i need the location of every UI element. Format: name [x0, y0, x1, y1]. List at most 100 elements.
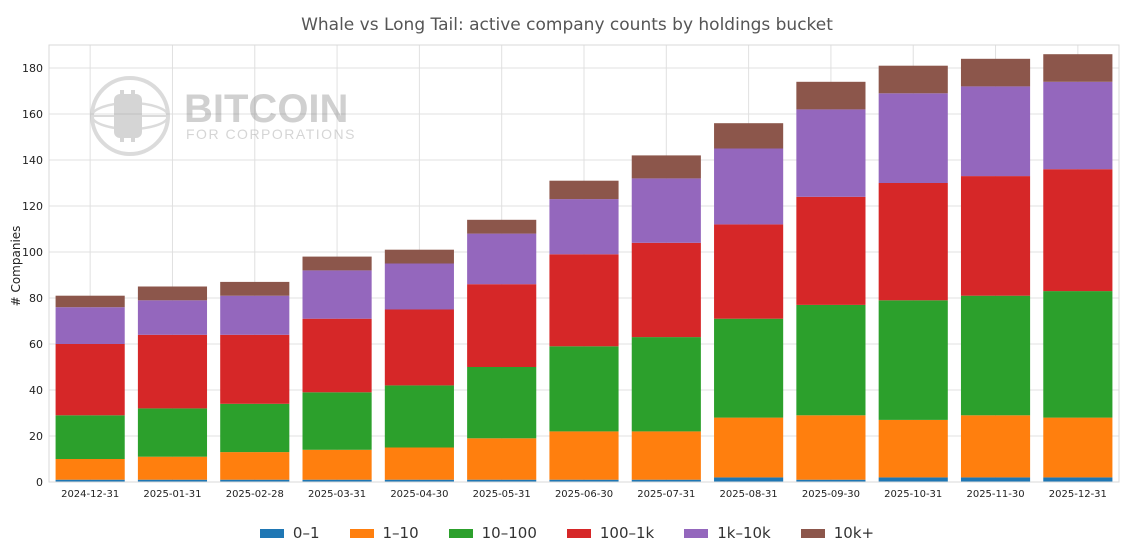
x-tick-label: 2025-03-31	[308, 489, 366, 500]
y-tick-label: 140	[22, 154, 43, 167]
bar-segment	[384, 479, 454, 482]
bar-segment	[878, 477, 948, 482]
x-tick-label: 2025-11-30	[966, 489, 1024, 500]
bar-segment	[960, 415, 1031, 478]
x-tick-label: 2025-05-31	[473, 489, 531, 500]
x-tick-label: 2024-12-31	[61, 489, 119, 500]
bar-segment	[384, 385, 454, 448]
bar-segment	[137, 334, 208, 409]
bar-segment	[796, 196, 866, 305]
bar-segment	[878, 65, 948, 94]
bar-segment	[220, 403, 290, 453]
bar-segment	[631, 337, 701, 432]
legend-label: 100–1k	[599, 524, 655, 542]
bar-segment	[1043, 169, 1113, 292]
bar-segment	[384, 309, 454, 386]
legend-swatch	[448, 528, 473, 538]
bar-segment	[220, 452, 290, 480]
bar-segment	[137, 408, 208, 457]
bar-segment	[796, 81, 866, 110]
bar-segment	[55, 479, 125, 482]
bar-segment	[796, 304, 866, 416]
legend-item: 1k–10k	[684, 524, 771, 542]
bar-segment	[714, 148, 784, 225]
bar-segment	[302, 256, 372, 271]
y-tick-label: 60	[29, 338, 43, 351]
bar-segment	[1043, 477, 1113, 482]
bar-segment	[384, 249, 454, 264]
x-tick-label: 2025-09-30	[802, 489, 860, 500]
bar-segment	[302, 392, 372, 450]
legend-swatch	[259, 528, 284, 538]
legend-swatch	[800, 528, 825, 538]
y-tick-label: 40	[29, 384, 43, 397]
bar-segment	[960, 477, 1031, 482]
bar-segment	[137, 479, 208, 482]
bar-segment	[631, 155, 701, 179]
bar-segment	[631, 479, 701, 482]
bar-segment	[302, 270, 372, 319]
watermark-title: BITCOIN	[184, 87, 348, 131]
bar-segment	[467, 438, 537, 480]
bar-segment	[467, 284, 537, 367]
plot-frame	[48, 44, 1120, 483]
bar-segment	[796, 109, 866, 197]
legend-label: 0–1	[292, 524, 320, 542]
bar-segment	[878, 93, 948, 183]
bar-segment	[1043, 417, 1113, 478]
bar-segment	[960, 176, 1031, 296]
bar-segment	[796, 415, 866, 480]
x-tick-label: 2025-04-30	[390, 489, 448, 500]
chart-legend: 0–1 1–10 10–100 100–1k 1k–10k 10k+	[0, 524, 1134, 542]
bar-segment	[467, 367, 537, 439]
legend-swatch	[684, 528, 709, 538]
legend-label: 10–100	[481, 524, 537, 542]
watermark-subtitle: FOR CORPORATIONS	[186, 126, 356, 142]
bar-segment	[714, 417, 784, 478]
y-tick-label: 0	[36, 476, 43, 489]
bar-segment	[384, 263, 454, 310]
x-tick-label: 2025-02-28	[226, 489, 284, 500]
legend-label: 1k–10k	[717, 524, 771, 542]
bar-segment	[1043, 291, 1113, 418]
bar-segment	[1043, 81, 1113, 170]
bar-segment	[137, 300, 208, 335]
bars	[55, 54, 1113, 482]
y-tick-label: 100	[22, 246, 43, 259]
bar-segment	[549, 431, 619, 480]
y-tick-label: 120	[22, 200, 43, 213]
axes: 0 20 40 60 80 100 120 140 160 180 2024-12-31 2025-0…	[22, 44, 1120, 500]
legend-swatch	[566, 528, 591, 538]
bar-segment	[714, 123, 784, 149]
bar-segment	[137, 286, 208, 301]
bar-segment	[960, 295, 1031, 416]
y-tick-label: 160	[22, 108, 43, 121]
bar-segment	[549, 180, 619, 200]
bar-segment	[55, 344, 125, 416]
bar-segment	[302, 479, 372, 482]
bar-segment	[220, 334, 290, 404]
bitcoin-for-corporations-watermark: BITCOIN FOR CORPORATIONS	[90, 76, 356, 156]
bar-segment	[549, 479, 619, 482]
bar-segment	[220, 295, 290, 335]
legend-swatch	[349, 528, 374, 538]
bar-segment	[55, 415, 125, 459]
bar-segment	[302, 449, 372, 480]
x-tick-label: 2025-07-31	[637, 489, 695, 500]
legend-item: 10–100	[448, 524, 537, 542]
bar-segment	[302, 318, 372, 393]
bar-segment	[878, 419, 948, 478]
bar-segment	[714, 224, 784, 319]
bar-segment	[796, 479, 866, 482]
legend-label: 1–10	[382, 524, 419, 542]
bar-segment	[467, 479, 537, 482]
bar-segment	[960, 58, 1031, 87]
bar-segment	[384, 447, 454, 480]
bitcoin-logo-icon	[90, 76, 170, 156]
bar-segment	[549, 346, 619, 432]
bar-segment	[549, 254, 619, 347]
legend-item: 100–1k	[566, 524, 655, 542]
bar-segment	[1043, 54, 1113, 82]
y-tick-label: 180	[22, 62, 43, 75]
